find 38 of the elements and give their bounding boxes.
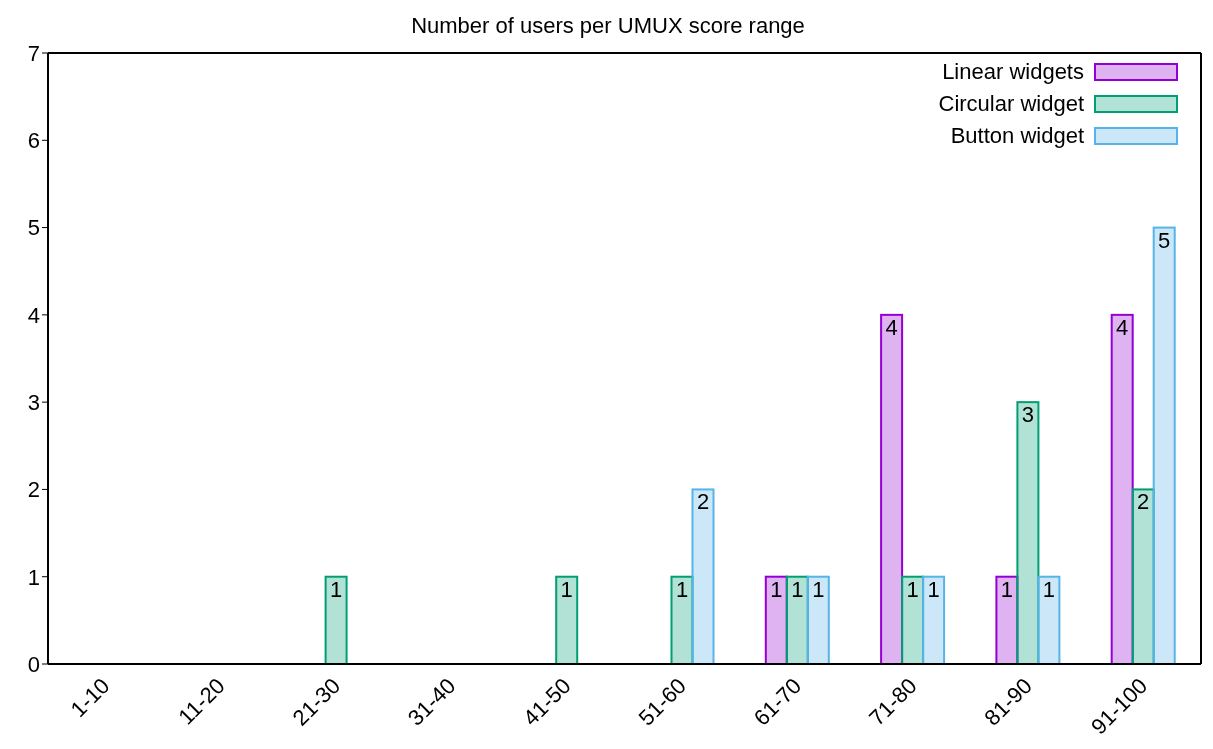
legend-label: Circular widget xyxy=(938,91,1084,117)
bar xyxy=(324,575,348,664)
bar xyxy=(880,313,904,664)
y-tick-label: 6 xyxy=(27,128,40,154)
data-label: 1 xyxy=(791,576,804,602)
data-label: 1 xyxy=(812,576,825,602)
y-tick-label: 1 xyxy=(27,564,40,590)
y-tick-label: 2 xyxy=(27,477,40,503)
data-label: 4 xyxy=(1116,314,1129,340)
data-label: 2 xyxy=(696,489,710,515)
legend-label: Linear widgets xyxy=(942,59,1084,85)
bar xyxy=(1110,313,1134,664)
data-label: 3 xyxy=(1021,402,1035,428)
bar xyxy=(1016,401,1040,664)
bar xyxy=(1037,575,1061,664)
data-label: 1 xyxy=(1042,576,1056,602)
data-label: 1 xyxy=(675,576,689,602)
y-tick-label: 5 xyxy=(27,215,40,241)
y-tick-label: 3 xyxy=(27,389,40,415)
data-label: 5 xyxy=(1158,227,1171,253)
bar xyxy=(1152,226,1176,664)
data-label: 2 xyxy=(1137,489,1150,515)
data-label: 1 xyxy=(906,576,919,602)
y-tick-label: 7 xyxy=(27,40,40,66)
bar xyxy=(922,575,946,664)
y-tick-label: 0 xyxy=(27,651,40,677)
legend-label: Button widget xyxy=(950,123,1084,149)
y-tick-label: 4 xyxy=(27,302,40,328)
data-label: 1 xyxy=(1000,576,1014,602)
chart-title: Number of users per UMUX score range xyxy=(411,13,805,38)
data-label: 4 xyxy=(885,314,898,340)
bar xyxy=(806,575,830,664)
data-label: 1 xyxy=(927,576,940,602)
data-label: 1 xyxy=(560,576,573,602)
data-label: 1 xyxy=(329,576,343,602)
bar xyxy=(691,488,715,664)
data-label: 1 xyxy=(770,576,783,602)
bar xyxy=(555,575,579,664)
